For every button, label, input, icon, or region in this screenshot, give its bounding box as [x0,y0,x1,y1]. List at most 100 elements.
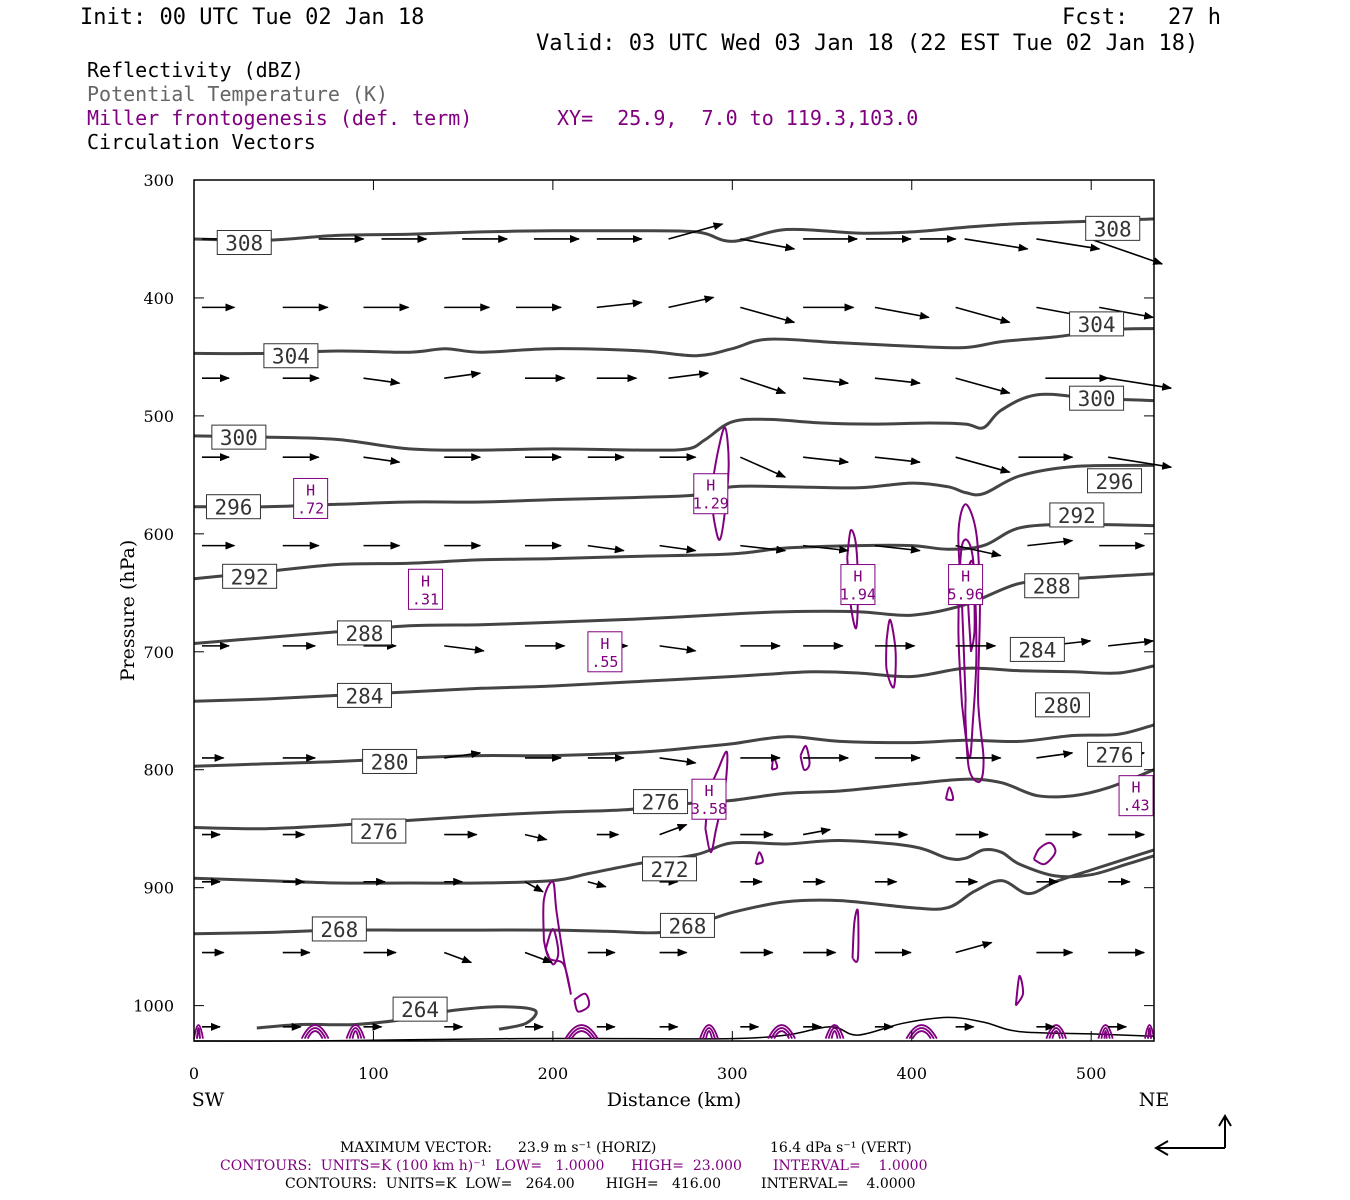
circulation-vector [443,951,473,964]
circulation-vector [444,645,485,654]
plot-frame [193,179,1155,1042]
circulation-vector [587,880,607,889]
x-end-label-ne: NE [1139,1089,1170,1111]
circulation-vector [1089,238,1164,265]
circulation-vector [668,222,724,240]
theta-contour-268 [193,848,1155,936]
surface-frontogenesis-contour [303,1027,327,1040]
theta-label-box [311,916,367,942]
theta-label: 300 [1078,387,1116,411]
frontogenesis-contour [885,618,897,689]
surface-frontogenesis-contour [1097,1024,1114,1039]
circulation-vector [874,377,921,387]
frontogenesis-max-box [407,568,443,610]
theta-label: 284 [345,684,383,708]
frontogenesis-contour [944,786,955,802]
theta-label-box [659,912,715,938]
frontogenesis-contour [1014,975,1025,1007]
surface-frontogenesis-contour [567,1027,596,1040]
theta-label-box [1087,468,1143,494]
circulation-vector [1099,306,1155,320]
surface-frontogenesis-contour [824,1024,845,1039]
frontogenesis-max-value: .55 [591,653,618,671]
terrain-line [193,1016,1155,1042]
frontogenesis-contour [957,503,985,783]
circulation-vector [955,544,1002,558]
circulation-vector [964,238,1029,252]
frontogenesis-max-value: .72 [297,499,324,517]
surface-frontogenesis-contour [830,1030,839,1039]
surface-frontogenesis-contour [564,1024,599,1040]
surface-frontogenesis-contour [705,1030,713,1039]
frontogenesis-contour [770,756,779,771]
frontogenesis-max-label: H [704,782,713,800]
theta-label: 264 [401,998,439,1022]
surface-frontogenesis-contour [773,1030,790,1040]
y-axis-label: Pressure (hPa) [117,540,139,682]
x-tick-label: 200 [538,1064,569,1083]
theta-contour-308 [193,217,1155,243]
surface-frontogenesis-contour [306,1030,324,1040]
circulation-vector [659,823,688,836]
theta-label: 292 [1058,504,1096,528]
theta-label-box [1069,385,1125,411]
circulation-vector [524,951,553,964]
init-time: Init: 00 UTC Tue 02 Jan 18 [80,5,425,30]
surface-frontogenesis-contour [767,1024,796,1040]
max-vector-horiz: 23.9 m s⁻¹ (HORIZ) [518,1140,657,1156]
circulation-vector [803,456,850,466]
frontogenesis-max-label: H [706,477,715,495]
theta-label: 296 [1096,470,1134,494]
frontogenesis-max-box [693,473,729,515]
surface-frontogenesis-contour [1045,1024,1067,1039]
surface-frontogenesis-contour [827,1027,842,1039]
theta-label-box [205,494,261,520]
surface-frontogenesis-contour [702,1027,716,1039]
frontogenesis-max-box [691,778,727,820]
circulation-vector [739,456,787,478]
reference-arrow-icon [1154,1114,1232,1156]
frontogenesis-max-label: H [421,572,430,590]
surface-frontogenesis-contour [1147,1030,1152,1039]
circulation-vector [1108,456,1173,470]
theta-label: 276 [642,791,680,815]
contours-theta: CONTOURS: UNITS=K LOW= 264.00 HIGH= 416.… [285,1176,916,1192]
frontogenesis-max-box [587,631,623,673]
circulation-vector [740,377,787,395]
circulation-vector [668,295,715,309]
frontogenesis-max-value: 1.94 [840,586,876,604]
frontogenesis-max-value: 1.29 [693,495,729,513]
theta-contour-300 [193,392,1155,452]
frontogenesis-max-label: H [1132,779,1141,797]
circulation-vector [363,456,401,465]
circulation-vector [587,544,625,554]
surface-frontogenesis-contour [1048,1027,1064,1039]
frontogenesis-max-box [948,564,984,606]
forecast-hour: Fcst: 27 h [1062,5,1221,30]
circulation-vector [1108,377,1173,391]
theta-label: 308 [225,232,263,256]
circulation-vector [668,370,710,379]
legend-reflectivity: Reflectivity (dBZ) [87,58,304,82]
theta-label: 292 [231,565,269,589]
frontogenesis-contour [799,745,811,772]
theta-label-box [1069,311,1125,337]
theta-label-box [216,230,272,256]
frontogenesis-max-label: H [961,568,970,586]
frontogenesis-max-label: H [306,481,315,499]
frontogenesis-contour [851,908,860,963]
frontogenesis-max-box [840,564,876,606]
y-tick-label: 700 [143,643,174,662]
frontogenesis-max-value: 3.58 [691,800,727,818]
surface-frontogenesis-contour [1144,1024,1155,1039]
x-axis-label: Distance (km) [607,1089,742,1111]
legend-frontogenesis: Miller frontogenesis (def. term) [87,106,473,130]
theta-label-box [633,789,689,815]
surface-frontogenesis-contour [351,1030,360,1039]
circulation-vector [955,941,993,954]
circulation-vector [803,544,850,554]
circulation-vector [803,377,850,387]
theta-label: 300 [220,426,258,450]
theta-label-box [263,343,319,369]
max-vector-vert: 16.4 dPa s⁻¹ (VERT) [770,1140,912,1156]
